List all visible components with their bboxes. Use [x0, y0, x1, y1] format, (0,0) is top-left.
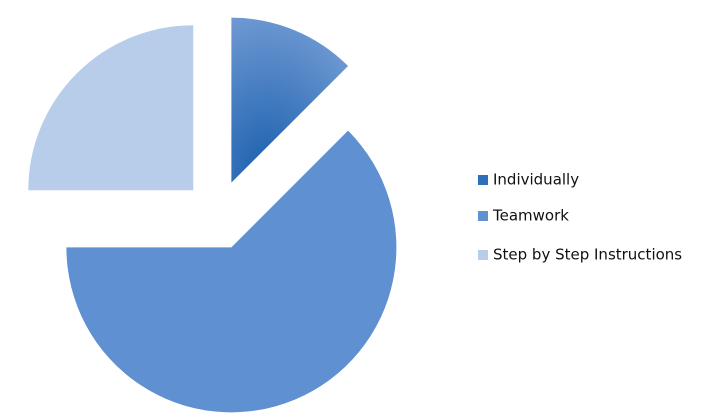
pie-slice	[28, 25, 194, 191]
legend-swatch	[478, 175, 488, 185]
legend-swatch	[478, 211, 488, 221]
legend: Individually Teamwork Step by Step Instruc…	[478, 171, 682, 264]
pie-slice	[66, 130, 397, 413]
pie-slice	[231, 17, 349, 183]
legend-swatch	[478, 250, 488, 260]
pie	[28, 17, 397, 413]
legend-label: Teamwork	[492, 207, 569, 225]
legend-label: Individually	[493, 171, 579, 189]
legend-label: Step by Step Instructions	[493, 246, 682, 264]
